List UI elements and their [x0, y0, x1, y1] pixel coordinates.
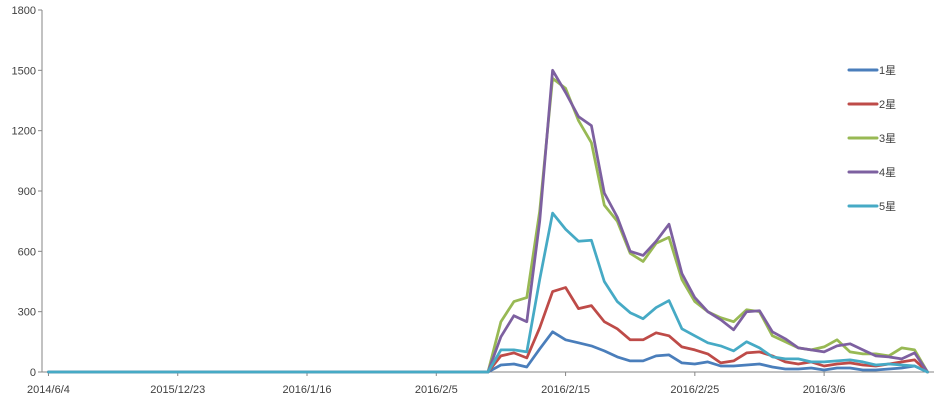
y-tick-label: 1800 [12, 5, 36, 17]
legend: 1星 2星 3星 4星 5星 [847, 64, 896, 213]
legend-label-4: 4星 [879, 166, 896, 179]
x-tick-label: 2016/2/15 [541, 384, 590, 396]
series-line-4 [47, 68, 929, 374]
y-tick-label: 1200 [12, 126, 36, 138]
series-line-5 [47, 211, 929, 374]
x-tick-label: 2016/3/6 [803, 384, 846, 396]
y-tick-labels: 0 300 600 900 1200 1500 1800 [12, 5, 36, 379]
y-tick-label: 300 [18, 307, 36, 319]
x-tick-label: 2016/1/16 [283, 384, 332, 396]
x-tick-label: 2016/2/25 [670, 384, 719, 396]
legend-label-5: 5星 [879, 200, 896, 213]
x-tick-labels: 2014/6/4 2015/12/23 2016/1/16 2016/2/5 2016/… [27, 384, 845, 396]
series-line-1 [47, 330, 929, 374]
y-tick-label: 900 [18, 186, 36, 198]
y-tick-label: 600 [18, 246, 36, 258]
series-line-3 [47, 77, 929, 374]
y-tick-label: 0 [30, 367, 36, 379]
chart-axes [38, 9, 934, 376]
y-tick-label: 1500 [12, 65, 36, 77]
x-tick-label: 2014/6/4 [27, 384, 70, 396]
series-lines [47, 68, 929, 374]
legend-label-1: 1星 [879, 64, 896, 77]
x-tick-label: 2016/2/5 [415, 384, 458, 396]
legend-label-3: 3星 [879, 132, 896, 145]
legend-label-2: 2星 [879, 98, 896, 111]
x-tick-label: 2015/12/23 [150, 384, 205, 396]
